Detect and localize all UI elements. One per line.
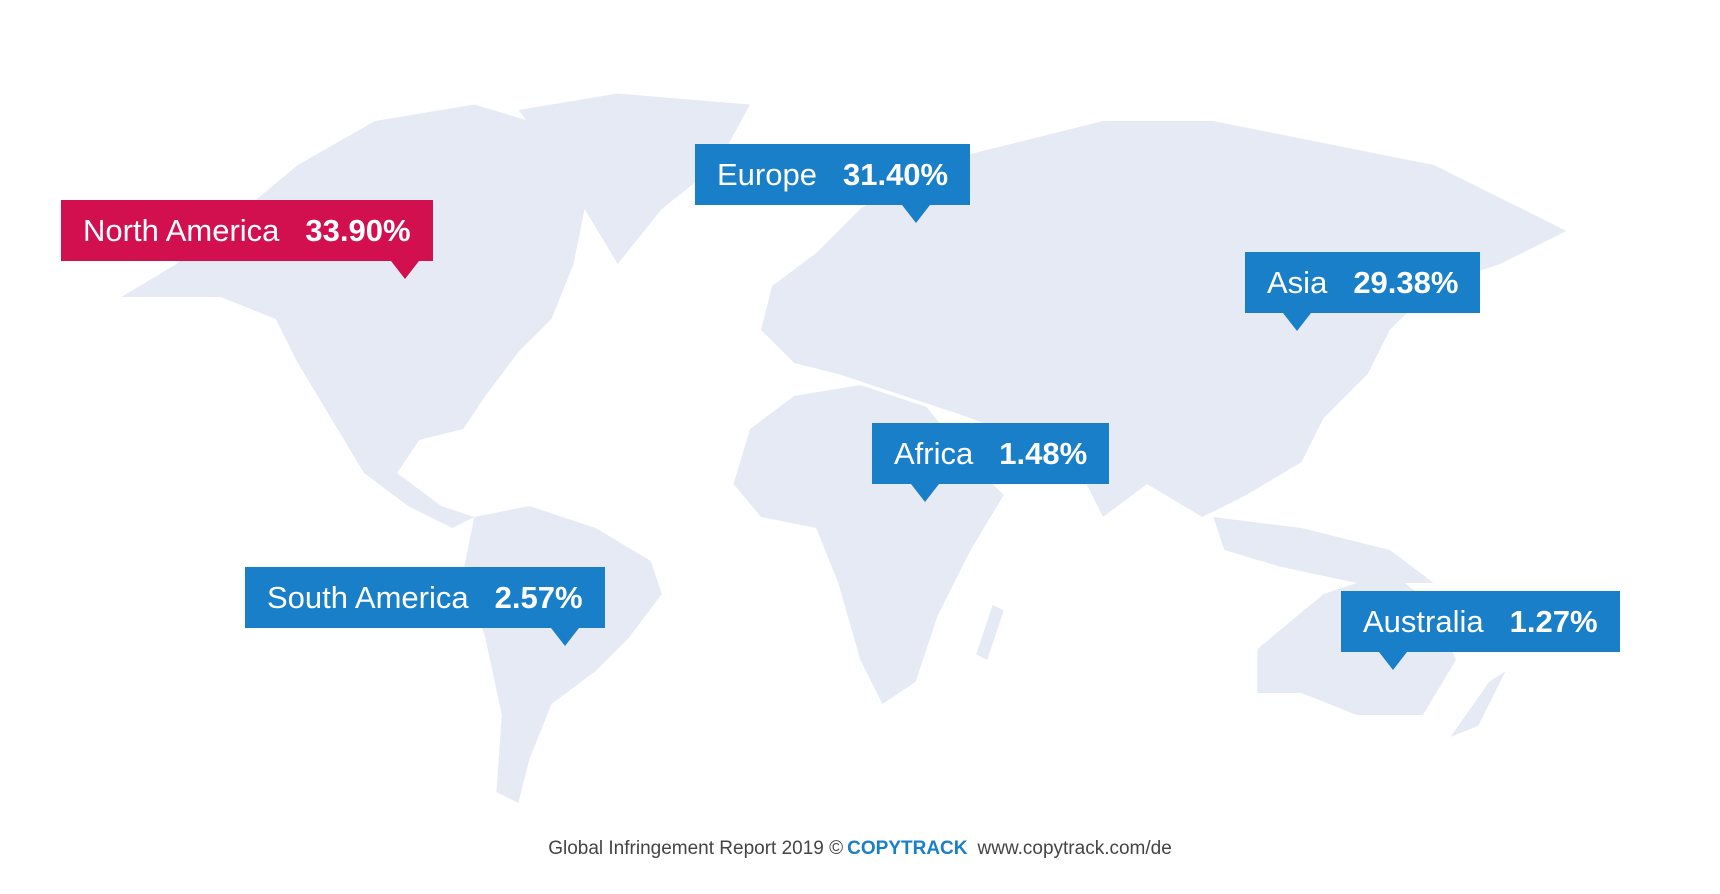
footer-brand: COPYTRACK (847, 838, 968, 859)
eurasia (761, 121, 1567, 517)
region-value: 2.57% (494, 579, 583, 615)
footer: Global Infringement Report 2019 © COPYTRA… (0, 838, 1720, 860)
region-label: Europe 31.40% (695, 144, 971, 223)
region-label: Australia 1.27% (1341, 591, 1620, 670)
region-value: 1.27% (1509, 603, 1598, 639)
region-name: South America (267, 579, 469, 615)
label-pointer (1379, 652, 1407, 670)
region-label: Africa 1.48% (872, 423, 1110, 502)
footer-url: www.copytrack.com/de (977, 838, 1172, 859)
south-america (463, 506, 662, 803)
footer-report: Global Infringement Report 2019 © (548, 838, 844, 859)
label-pointer (551, 628, 579, 646)
label-pointer (902, 205, 930, 223)
region-name: Africa (894, 435, 974, 471)
region-name: Europe (717, 156, 817, 192)
greenland (518, 93, 751, 264)
north-america (121, 104, 585, 528)
region-name: North America (83, 212, 280, 248)
region-value: 31.40% (842, 156, 949, 192)
indonesia (1213, 517, 1434, 583)
region-value: 1.48% (999, 435, 1088, 471)
region-value: 33.90% (305, 212, 411, 248)
new-zealand (1450, 671, 1506, 737)
region-label: Asia 29.38% (1245, 252, 1481, 331)
label-pointer (911, 484, 939, 502)
label-pointer (391, 261, 419, 279)
region-name: Asia (1267, 264, 1328, 300)
label-pointer (1283, 313, 1311, 331)
region-name: Australia (1363, 603, 1484, 639)
madagascar (976, 605, 1004, 660)
region-label: North America 33.90% (61, 200, 433, 279)
region-label: South America 2.57% (245, 567, 605, 646)
region-value: 29.38% (1353, 264, 1459, 300)
